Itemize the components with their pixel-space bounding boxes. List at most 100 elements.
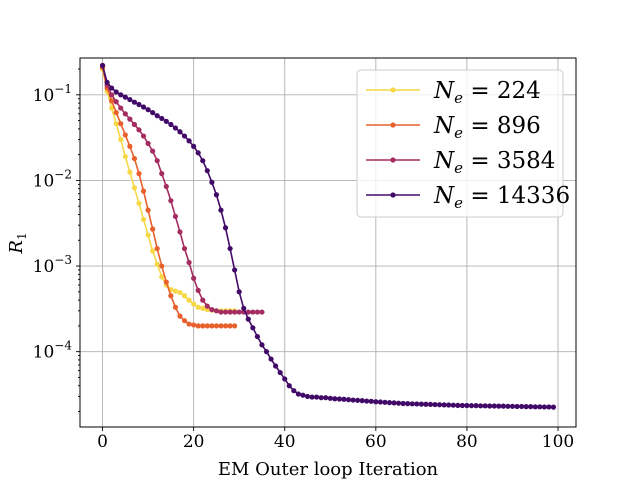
data-point (131, 99, 138, 105)
data-point (177, 289, 183, 296)
data-point (127, 116, 133, 122)
data-point (159, 263, 165, 269)
series-4 (99, 62, 557, 410)
data-point (168, 293, 174, 299)
x-tick-label: 0 (97, 432, 108, 452)
series-layer (99, 62, 557, 410)
data-point (509, 403, 516, 409)
legend-marker (390, 87, 396, 93)
data-point (159, 171, 165, 177)
data-point (150, 109, 156, 116)
data-point (405, 401, 411, 407)
y-tick-label: 10−1 (33, 82, 72, 106)
data-point (473, 403, 479, 409)
legend-label: Ne = 896 (433, 113, 541, 142)
data-point (168, 121, 174, 128)
data-point (218, 309, 224, 315)
legend-box (356, 69, 564, 218)
data-point (537, 404, 543, 410)
data-point (373, 399, 379, 405)
legend-entry: Ne = 14336 (366, 183, 570, 212)
data-point (222, 225, 229, 231)
data-point (245, 316, 251, 322)
axes-frame (79, 57, 577, 428)
data-point (195, 304, 201, 310)
data-point (491, 403, 497, 409)
data-point (172, 125, 179, 131)
data-point (195, 287, 201, 293)
data-point (154, 113, 160, 119)
legend-label: Ne = 3584 (433, 148, 555, 177)
data-point (550, 404, 557, 410)
data-point (487, 403, 493, 409)
legend-marker (390, 122, 396, 128)
series-2 (99, 64, 238, 329)
data-point (150, 248, 156, 254)
data-point (145, 232, 151, 238)
data-point (136, 127, 142, 133)
data-point (218, 323, 224, 329)
data-point (496, 403, 502, 409)
data-point (213, 308, 220, 314)
data-point (236, 289, 242, 295)
data-point (546, 404, 552, 410)
data-point (159, 274, 165, 280)
data-point (136, 101, 142, 108)
data-point (236, 309, 242, 315)
x-tick-label: 100 (542, 432, 574, 452)
data-point (254, 333, 260, 340)
data-point (163, 118, 169, 124)
data-point (382, 399, 388, 405)
data-point (181, 245, 188, 252)
data-point (500, 403, 506, 409)
data-point (140, 104, 147, 110)
data-point (195, 323, 201, 329)
data-point (181, 318, 188, 324)
legend-label: Ne = 224 (433, 78, 541, 107)
data-point (209, 323, 215, 329)
data-point (127, 96, 133, 103)
data-point (254, 309, 260, 315)
data-point (118, 121, 124, 127)
data-point (396, 400, 402, 406)
data-point (386, 400, 393, 406)
data-point (291, 388, 297, 394)
data-point (218, 207, 224, 213)
data-point (505, 403, 511, 409)
data-point (122, 132, 128, 138)
data-point (418, 401, 424, 407)
data-point (227, 323, 233, 329)
data-point (172, 213, 179, 220)
data-point (436, 402, 443, 408)
data-point (200, 158, 206, 164)
data-point (168, 198, 174, 204)
data-point (122, 94, 128, 100)
data-point (191, 322, 197, 328)
data-point (140, 133, 147, 139)
data-point (113, 99, 119, 105)
data-point (186, 321, 192, 327)
legend-marker (390, 192, 396, 198)
data-point (163, 279, 169, 285)
data-point (455, 402, 461, 408)
data-point (295, 391, 301, 397)
data-point (154, 158, 160, 164)
data-point (209, 179, 215, 185)
data-point (172, 304, 179, 310)
x-tick-label: 60 (365, 432, 387, 452)
data-point (113, 121, 119, 127)
legend[interactable]: Ne = 224 Ne = 896 Ne = 3584 Ne = 14336 (356, 69, 570, 218)
data-point (213, 192, 220, 198)
y-tick-label: 10−3 (33, 253, 72, 277)
data-point (450, 402, 456, 408)
data-point (263, 349, 270, 355)
data-point (127, 143, 133, 149)
y-tick-label: 10−2 (33, 167, 72, 191)
data-point (136, 200, 142, 206)
data-point (118, 136, 124, 143)
data-point (409, 401, 415, 407)
data-point (118, 92, 124, 98)
data-point (131, 121, 138, 128)
data-point (195, 150, 201, 156)
legend-entry: Ne = 3584 (366, 148, 555, 177)
